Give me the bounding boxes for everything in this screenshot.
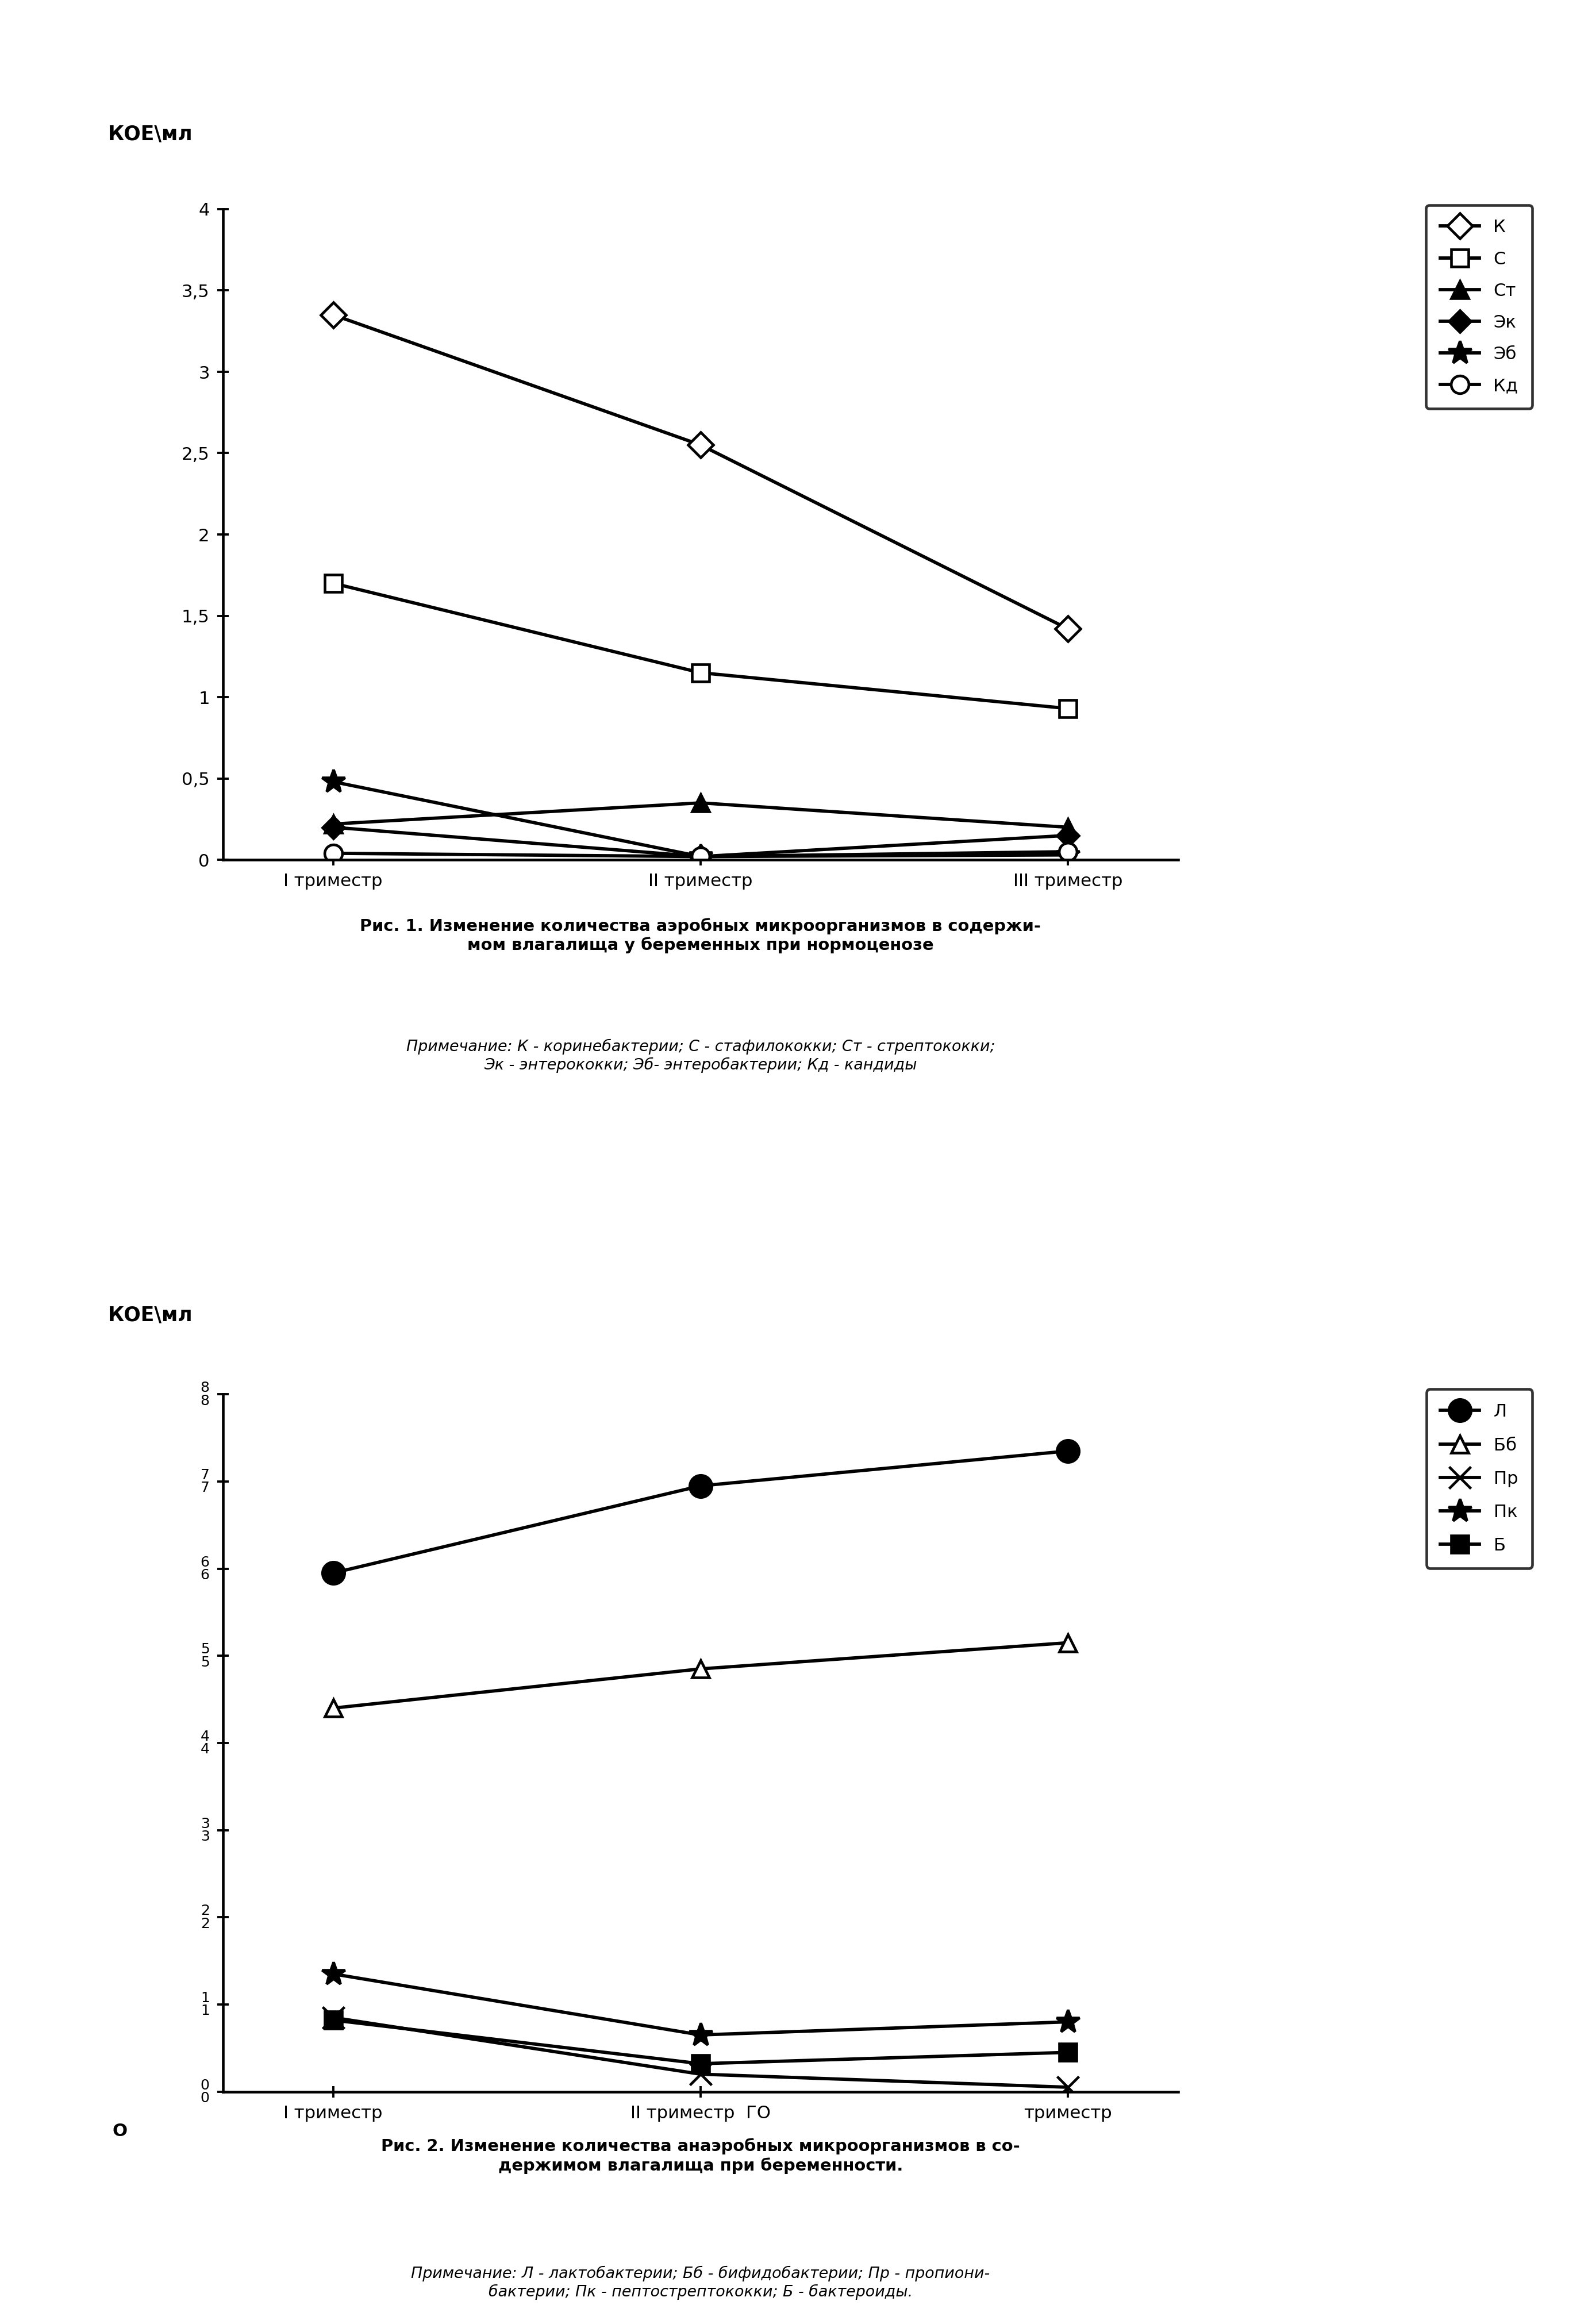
- Legend: К, С, Ст, Эк, Эб, Кд: К, С, Ст, Эк, Эб, Кд: [1426, 205, 1532, 409]
- Text: Рис. 1. Изменение количества аэробных микроорганизмов в содержи-
мом влагалища у: Рис. 1. Изменение количества аэробных ми…: [360, 918, 1041, 953]
- Text: Примечание: Л - лактобактерии; Бб - бифидобактерии; Пр - пропиони-
бактерии; Пк : Примечание: Л - лактобактерии; Бб - бифи…: [411, 2266, 990, 2301]
- Text: КОЕ\мл: КОЕ\мл: [108, 125, 193, 144]
- Text: Примечание: К - коринебактерии; С - стафилококки; Ст - стрептококки;
Эк - энтеро: Примечание: К - коринебактерии; С - стаф…: [406, 1039, 995, 1074]
- Text: Рис. 2. Изменение количества анаэробных микроорганизмов в со-
держимом влагалища: Рис. 2. Изменение количества анаэробных …: [380, 2138, 1020, 2173]
- Text: О: О: [113, 2124, 127, 2140]
- Text: КОЕ\мл: КОЕ\мл: [108, 1306, 193, 1325]
- Legend: Л, Бб, Пр, Пк, Б: Л, Бб, Пр, Пк, Б: [1426, 1390, 1532, 1569]
